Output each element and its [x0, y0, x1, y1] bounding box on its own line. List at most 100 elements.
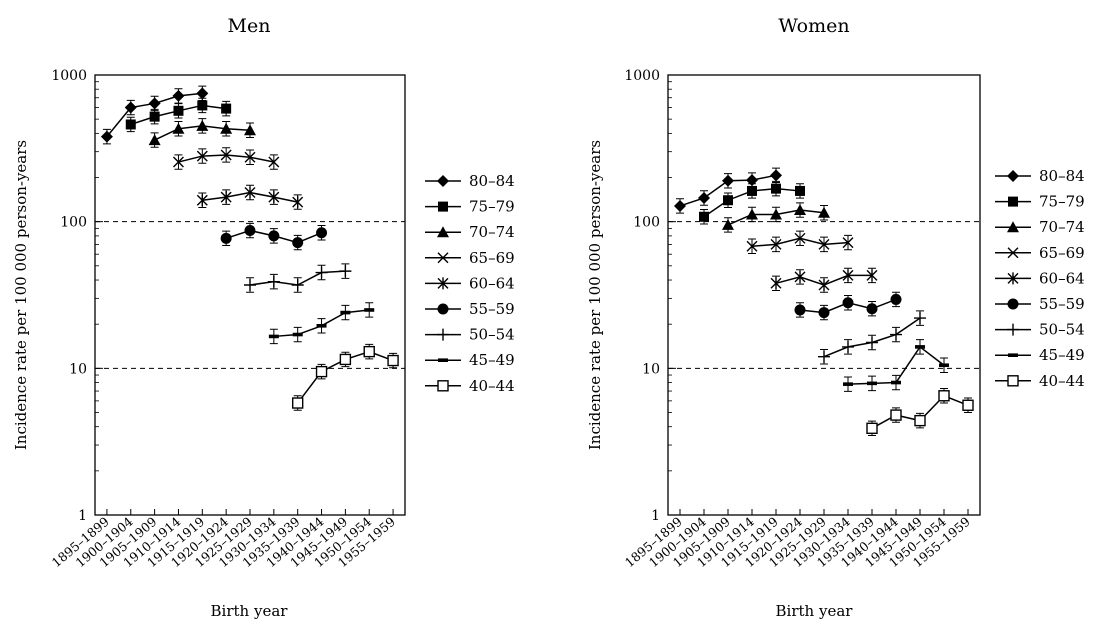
legend-entry: 55–59: [995, 295, 1085, 313]
legend-entry: 75–79: [995, 193, 1085, 211]
series-70–74: [148, 118, 256, 148]
y-tick-label: 1000: [51, 68, 87, 84]
data-point: [818, 307, 830, 319]
plot-frame: [667, 74, 981, 516]
data-point: [794, 270, 806, 283]
legend-marker: [437, 328, 449, 341]
data-point: [915, 345, 925, 349]
legend-entry: 80–84: [995, 167, 1085, 185]
data-point: [699, 211, 709, 222]
legend-entry: 60–64: [995, 269, 1085, 287]
legend-label: 70–74: [1039, 218, 1085, 236]
y-tick-label: 100: [60, 215, 87, 231]
data-point: [364, 308, 375, 312]
y-tick-label: 1: [651, 508, 660, 524]
legend-entry: 55–59: [425, 300, 515, 318]
legend-marker: [437, 380, 449, 392]
legend-label: 40–44: [1039, 372, 1085, 390]
series-75–79: [699, 180, 805, 225]
data-point: [268, 230, 280, 242]
legend-label: 50–54: [469, 326, 515, 344]
series-40–44: [866, 388, 974, 437]
chart-panel-right: Women11010010001895–18991900–19041905–19…: [586, 15, 1085, 620]
legend-entry: 50–54: [425, 326, 515, 344]
data-point: [890, 293, 902, 305]
data-point: [843, 382, 853, 386]
y-tick-label: 1000: [624, 68, 660, 84]
data-point: [124, 101, 137, 114]
data-point: [842, 237, 854, 249]
data-point: [339, 265, 352, 278]
data-point: [698, 191, 710, 204]
y-tick-label: 10: [69, 361, 87, 377]
data-point: [292, 196, 304, 209]
data-point: [891, 380, 901, 385]
data-point: [244, 278, 256, 291]
data-point: [746, 174, 758, 187]
legend-entry: 40–44: [995, 372, 1085, 390]
legend-label: 60–64: [469, 274, 515, 292]
data-point: [268, 156, 280, 168]
data-point: [914, 414, 926, 427]
legend-label: 80–84: [469, 172, 515, 190]
legend-label: 55–59: [469, 300, 515, 318]
data-point: [172, 122, 185, 134]
legend-marker: [1007, 247, 1019, 259]
data-point: [842, 297, 854, 309]
y-axis-label: Incidence rate per 100 000 person-years: [12, 140, 30, 450]
data-point: [842, 269, 854, 282]
data-point: [722, 174, 734, 187]
series-70–74: [722, 202, 830, 233]
data-point: [818, 238, 830, 250]
legend-label: 65–69: [469, 249, 515, 267]
data-point: [197, 100, 208, 111]
legend-marker: [1007, 375, 1019, 387]
data-point: [867, 381, 877, 386]
chart-panel-left: Men11010010001895–18991900–19041905–1909…: [12, 15, 515, 620]
data-point: [890, 328, 902, 341]
legend-marker: [437, 277, 449, 290]
x-axis-label: Birth year: [776, 602, 854, 620]
data-point: [267, 275, 280, 288]
data-point: [221, 103, 232, 114]
data-point: [387, 354, 399, 367]
legend-entry: 80–84: [425, 172, 515, 190]
legend-label: 40–44: [469, 377, 515, 395]
series-65–69: [746, 230, 854, 254]
data-point: [747, 185, 757, 196]
series-45–49: [843, 339, 949, 392]
data-point: [220, 232, 232, 244]
data-point: [244, 124, 256, 136]
legend-entry: 65–69: [995, 244, 1085, 262]
legend-marker: [1008, 196, 1018, 207]
data-point: [866, 336, 878, 349]
data-point: [770, 277, 782, 290]
legend-entry: 50–54: [995, 321, 1085, 339]
legend-label: 60–64: [1039, 269, 1085, 287]
legend-label: 45–49: [1039, 346, 1085, 364]
legend-entry: 40–44: [425, 377, 515, 395]
legend-label: 65–69: [1039, 244, 1085, 262]
series-40–44: [291, 343, 399, 411]
y-tick-label: 1: [78, 508, 87, 524]
y-tick-label: 100: [633, 215, 660, 231]
legend-marker: [438, 201, 448, 212]
data-point: [866, 303, 878, 315]
legend-marker: [437, 226, 449, 238]
data-point: [746, 240, 758, 252]
data-point: [794, 304, 806, 316]
legend-marker: [1007, 298, 1019, 310]
data-point: [938, 390, 950, 402]
data-point: [746, 208, 758, 220]
data-point: [196, 194, 208, 207]
data-point: [914, 312, 926, 325]
data-point: [818, 278, 830, 291]
data-point: [148, 97, 161, 110]
series-55–59: [794, 291, 902, 321]
data-point: [315, 365, 328, 378]
data-point: [842, 340, 854, 353]
data-point: [291, 278, 304, 291]
legend-entry: 65–69: [425, 249, 515, 267]
data-point: [196, 87, 209, 100]
